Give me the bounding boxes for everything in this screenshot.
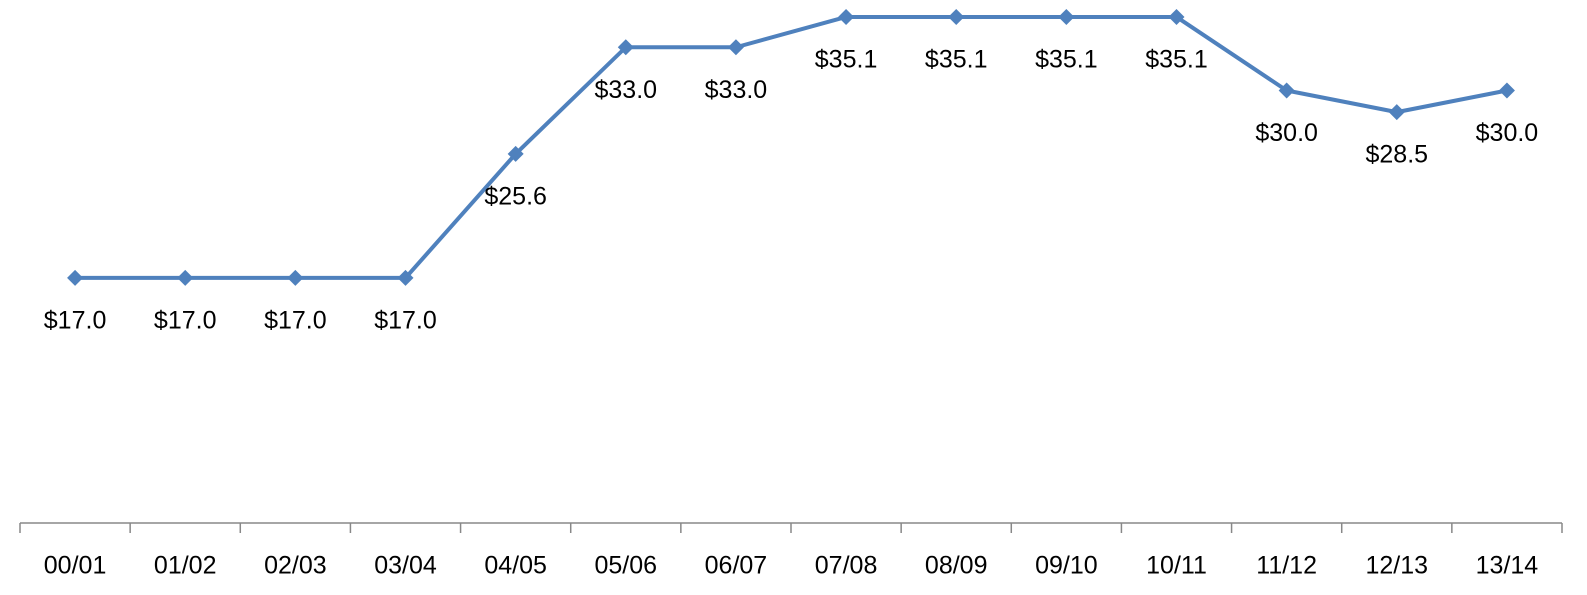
- x-tick-label: 06/07: [705, 552, 768, 580]
- marker: [838, 8, 855, 25]
- marker: [67, 269, 84, 286]
- data-label: $17.0: [154, 307, 217, 335]
- x-tick-label: 05/06: [595, 552, 658, 580]
- data-label: $30.0: [1255, 119, 1318, 147]
- data-label: $33.0: [705, 76, 768, 104]
- x-tick-label: 04/05: [484, 552, 547, 580]
- data-label: $28.5: [1366, 141, 1429, 169]
- x-tick-label: 10/11: [1146, 552, 1207, 580]
- marker: [617, 39, 634, 56]
- marker: [1058, 8, 1075, 25]
- data-label: $17.0: [264, 307, 327, 335]
- x-tick-label: 08/09: [925, 552, 988, 580]
- line: [75, 14, 1508, 280]
- data-label: $33.0: [595, 76, 658, 104]
- marker: [1498, 82, 1515, 99]
- marker: [948, 8, 965, 25]
- marker: [397, 269, 414, 286]
- data-label: $30.0: [1476, 119, 1539, 147]
- data-label: $35.1: [1145, 46, 1208, 74]
- data-label: $25.6: [484, 183, 547, 211]
- x-tick-label: 13/14: [1476, 552, 1539, 580]
- data-label: $35.1: [925, 46, 988, 74]
- x-tick-label: 11/12: [1256, 552, 1317, 580]
- x-tick-label: 00/01: [44, 552, 107, 580]
- marker: [1168, 8, 1185, 25]
- marker: [177, 269, 194, 286]
- marker: [507, 145, 524, 162]
- x-tick-label: 02/03: [264, 552, 327, 580]
- data-label: $17.0: [374, 307, 437, 335]
- marker: [1388, 104, 1405, 121]
- marker: [727, 39, 744, 56]
- x-tick-label: 01/02: [154, 552, 217, 580]
- marker: [1278, 82, 1295, 99]
- x-tick-label: 03/04: [374, 552, 437, 580]
- x-tick-label: 09/10: [1035, 552, 1098, 580]
- data-label: $35.1: [815, 46, 878, 74]
- x-tick-label: 07/08: [815, 552, 878, 580]
- data-label: $35.1: [1035, 46, 1098, 74]
- data-label: $17.0: [44, 307, 107, 335]
- x-tick-label: 12/13: [1366, 552, 1429, 580]
- marker: [287, 269, 304, 286]
